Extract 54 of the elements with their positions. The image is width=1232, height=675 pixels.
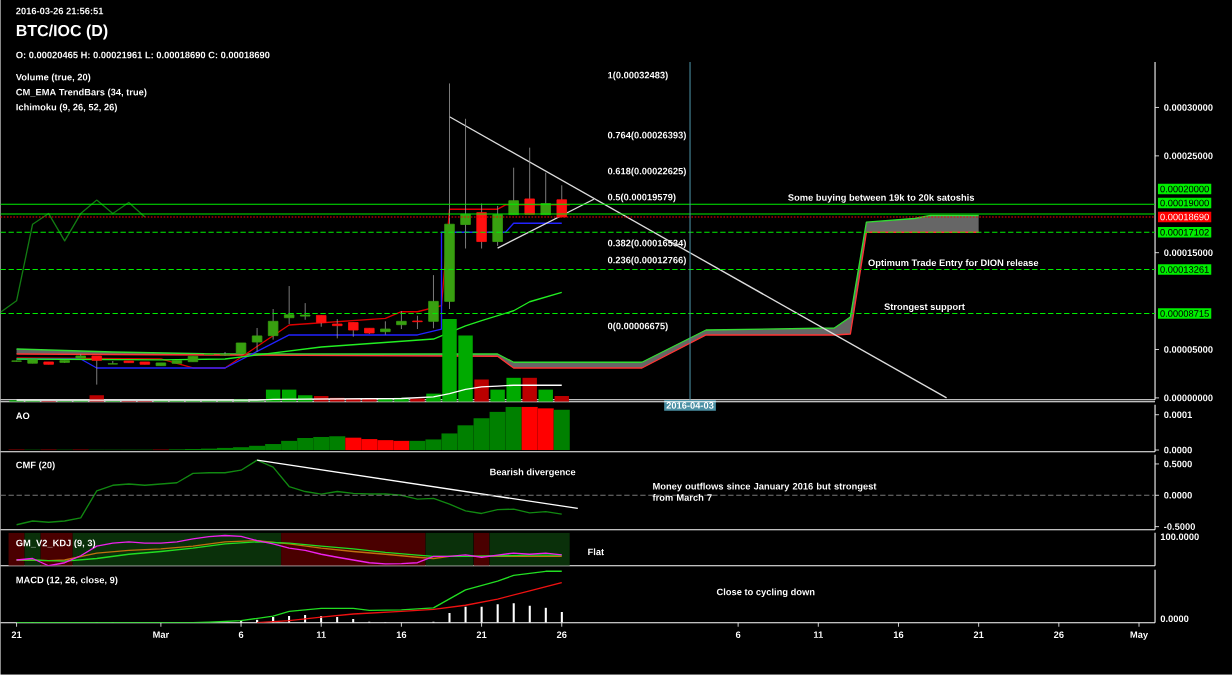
annotation: Flat bbox=[588, 548, 605, 556]
y-tick-label: 0.0000 bbox=[1164, 446, 1192, 454]
x-tick-label: 21 bbox=[973, 631, 984, 639]
chart-title: BTC/IOC (D) bbox=[16, 24, 108, 40]
x-tick-label: 26 bbox=[556, 631, 567, 639]
x-tick-label: May bbox=[1130, 631, 1149, 640]
y-tick-label: 0.0000 bbox=[1164, 492, 1192, 499]
annotation: CM_EMA TrendBars (34, true) bbox=[16, 88, 147, 98]
annotation: 0.236(0.00012766) bbox=[607, 256, 686, 266]
y-tick-label: 0.00030000 bbox=[1164, 104, 1213, 111]
x-tick-label: 6 bbox=[238, 631, 244, 639]
text: AO bbox=[16, 412, 30, 420]
ref-line-label: 2016-04-03 bbox=[666, 402, 714, 409]
text: 100.0000 bbox=[1160, 533, 1199, 541]
x-tick-label: 16 bbox=[893, 631, 904, 639]
y-tick-label: 0.0001 bbox=[1164, 411, 1193, 419]
text: CMF (20) bbox=[16, 461, 55, 471]
annotation: Optimum Trade Entry for DION release bbox=[868, 259, 1039, 269]
x-tick-label: 21 bbox=[476, 631, 487, 639]
annotation: Close to cycling down bbox=[716, 588, 815, 598]
annotation: Bearish divergence bbox=[490, 468, 576, 478]
ref-line-label: 0.00013261 bbox=[1160, 266, 1209, 273]
chart-subtitle: O: 0.00020465 H: 0.00021961 L: 0.00018690 C: 0.00018690 bbox=[16, 51, 270, 59]
ref-line-label: 0.00017102 bbox=[1160, 229, 1209, 236]
x-tick-label: 16 bbox=[396, 631, 407, 639]
ref-line-label: 0.00019000 bbox=[1160, 199, 1209, 207]
annotation: Some buying between 19k to 20k satoshis bbox=[788, 194, 975, 203]
annotation: 0.764(0.00026393) bbox=[607, 131, 686, 141]
x-tick-label: Mar bbox=[153, 631, 170, 639]
text: 2016-03-26 21:56:51 bbox=[16, 7, 104, 15]
y-tick-label: -0.5000 bbox=[1164, 523, 1195, 531]
ref-line-label: 0.00018690 bbox=[1160, 213, 1209, 221]
annotation: 0.618(0.00022625) bbox=[607, 167, 686, 177]
y-tick-label: 0.00000000 bbox=[1164, 394, 1213, 402]
annotation: Money outflows since January 2016 but strongest from March 7 bbox=[652, 482, 877, 501]
annotation: 0(0.00006675) bbox=[607, 322, 668, 332]
annotation: Volume (true, 20) bbox=[15, 73, 91, 83]
x-tick-label: 6 bbox=[735, 631, 741, 639]
ref-line-label: 0.00008715 bbox=[1160, 310, 1209, 317]
y-tick-label: 0.00015000 bbox=[1164, 249, 1213, 257]
y-tick-label: 0.00025000 bbox=[1164, 152, 1213, 160]
x-tick-label: 11 bbox=[316, 631, 326, 638]
chart-title: GM_V2_KDJ (9, 3) bbox=[16, 539, 96, 549]
text: MACD (12, 26, close, 9) bbox=[16, 576, 118, 586]
x-tick-label: 26 bbox=[1053, 631, 1064, 639]
x-tick-label: 11 bbox=[813, 631, 823, 638]
annotation: 1(0.00032483) bbox=[608, 71, 668, 81]
ref-line-label: 0.00020000 bbox=[1160, 185, 1209, 193]
y-tick-label: 0.5000 bbox=[1164, 460, 1192, 468]
x-tick-label: 21 bbox=[11, 631, 22, 639]
annotation: 0.5(0.00019579) bbox=[607, 193, 676, 203]
annotation: Strongest support bbox=[884, 303, 965, 313]
annotation: Ichimoku (9, 26, 52, 26) bbox=[16, 103, 117, 113]
y-tick-label: 0.00005000 bbox=[1164, 346, 1213, 353]
